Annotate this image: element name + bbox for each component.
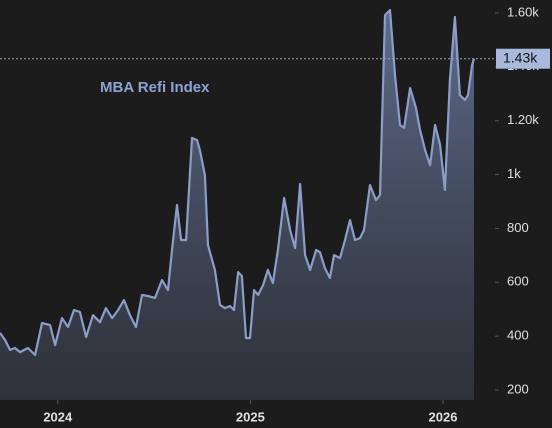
x-axis-strip [0, 400, 552, 428]
y-axis-strip [495, 0, 552, 428]
y-tick-label: 200 [507, 381, 529, 396]
y-tick-label: 400 [507, 328, 529, 343]
y-tick-label: 600 [507, 274, 529, 289]
area [0, 10, 474, 400]
y-tick-label: 1k [507, 166, 521, 181]
line [0, 8, 476, 357]
x-tick-label: 2025 [236, 409, 265, 424]
x-tick-label: 2024 [43, 409, 73, 424]
x-tick-label: 2026 [429, 409, 458, 424]
y-tick-label: 800 [507, 220, 529, 235]
y-tick-label: 1.60k [507, 4, 539, 19]
y-tick-label: 1.20k [507, 112, 539, 127]
last-value-label: 1.43k [503, 49, 538, 65]
chart-title: MBA Refi Index [100, 79, 210, 96]
last-value-box [496, 48, 550, 69]
